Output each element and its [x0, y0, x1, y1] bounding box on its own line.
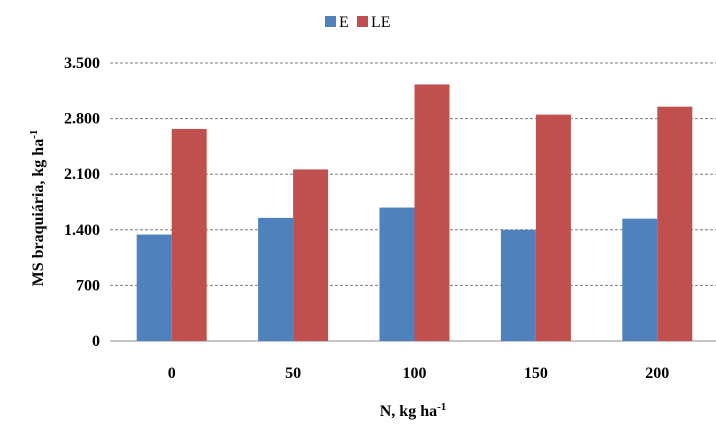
bar-e-50 — [258, 217, 294, 341]
x-tick-label: 200 — [645, 365, 669, 382]
x-tick-label: 0 — [168, 365, 176, 382]
x-tick-label: 150 — [524, 365, 548, 382]
y-tick-label: 0 — [92, 333, 100, 350]
y-tick-label: 3.500 — [64, 55, 100, 72]
y-axis-title-sup: -1 — [28, 130, 40, 139]
x-tick-label: 100 — [403, 365, 427, 382]
bar-le-200 — [657, 106, 693, 341]
bar-e-100 — [379, 207, 415, 341]
gridlines — [110, 62, 716, 342]
legend-label-le: LE — [371, 14, 391, 31]
bar-le-50 — [293, 169, 329, 341]
bar-le-100 — [414, 84, 450, 342]
y-axis-title-text: MS braquiária, kg ha — [30, 139, 47, 287]
bar-le-0 — [171, 128, 207, 341]
y-axis-title: MS braquiária, kg ha-1 — [28, 130, 47, 287]
legend: E LE — [325, 14, 391, 31]
x-axis-title-sup: -1 — [437, 401, 446, 413]
y-tick-label: 2.100 — [64, 166, 100, 183]
x-axis-tick-labels: 0 50 100 150 200 — [168, 365, 670, 382]
bar-e-150 — [500, 229, 536, 341]
y-tick-label: 2.800 — [64, 111, 100, 128]
legend-swatch-le — [357, 16, 368, 27]
y-axis-tick-labels: 0 700 1.400 2.100 2.800 3.500 — [64, 55, 100, 350]
legend-swatch-e — [325, 16, 336, 27]
bar-e-0 — [136, 234, 172, 341]
y-tick-label: 1.400 — [64, 222, 100, 239]
y-tick-label: 700 — [76, 277, 100, 294]
bars — [136, 84, 693, 342]
x-axis-title-text: N, kg ha — [380, 403, 437, 420]
x-axis-title: N, kg ha-1 — [380, 401, 447, 420]
x-tick-label: 50 — [285, 365, 301, 382]
bar-le-150 — [535, 114, 571, 341]
bar-e-200 — [622, 218, 658, 341]
legend-label-e: E — [339, 14, 349, 31]
